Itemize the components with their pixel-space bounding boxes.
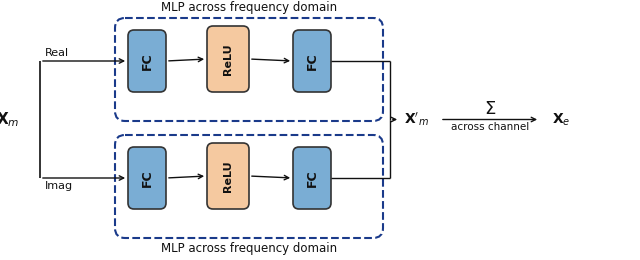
FancyBboxPatch shape xyxy=(293,147,331,209)
Text: FC: FC xyxy=(141,52,154,70)
Text: ReLU: ReLU xyxy=(223,43,233,75)
Text: ReLU: ReLU xyxy=(223,160,233,192)
Text: $\mathbf{X}_m$: $\mathbf{X}_m$ xyxy=(0,110,20,129)
Text: MLP across frequency domain: MLP across frequency domain xyxy=(161,242,337,255)
FancyBboxPatch shape xyxy=(207,143,249,209)
Text: Real: Real xyxy=(45,48,69,58)
FancyBboxPatch shape xyxy=(207,26,249,92)
FancyBboxPatch shape xyxy=(293,30,331,92)
FancyBboxPatch shape xyxy=(128,30,166,92)
Text: FC: FC xyxy=(305,169,319,187)
Text: $\mathbf{X}'_m$: $\mathbf{X}'_m$ xyxy=(404,111,429,128)
Text: FC: FC xyxy=(305,52,319,70)
Text: MLP across frequency domain: MLP across frequency domain xyxy=(161,1,337,14)
Text: $\Sigma$: $\Sigma$ xyxy=(484,100,496,118)
Text: FC: FC xyxy=(141,169,154,187)
Text: Imag: Imag xyxy=(45,181,73,191)
Text: $\mathbf{X}_e$: $\mathbf{X}_e$ xyxy=(552,111,570,128)
FancyBboxPatch shape xyxy=(128,147,166,209)
Text: across channel: across channel xyxy=(451,122,529,133)
